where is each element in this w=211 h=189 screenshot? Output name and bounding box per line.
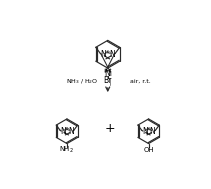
Text: N: N (142, 127, 148, 136)
Text: NH$_2$: NH$_2$ (60, 145, 74, 155)
Text: OH: OH (143, 147, 154, 153)
Text: N: N (68, 127, 74, 136)
Text: N: N (149, 127, 155, 136)
Text: N: N (109, 50, 115, 59)
Text: Br: Br (104, 76, 112, 85)
Text: air, r.t.: air, r.t. (130, 79, 151, 84)
Text: N: N (60, 127, 66, 136)
Text: Ni: Ni (104, 69, 112, 78)
Text: +: + (105, 122, 115, 135)
Text: N: N (101, 50, 106, 59)
Text: NH$_3$ / H$_2$O: NH$_3$ / H$_2$O (66, 77, 99, 86)
